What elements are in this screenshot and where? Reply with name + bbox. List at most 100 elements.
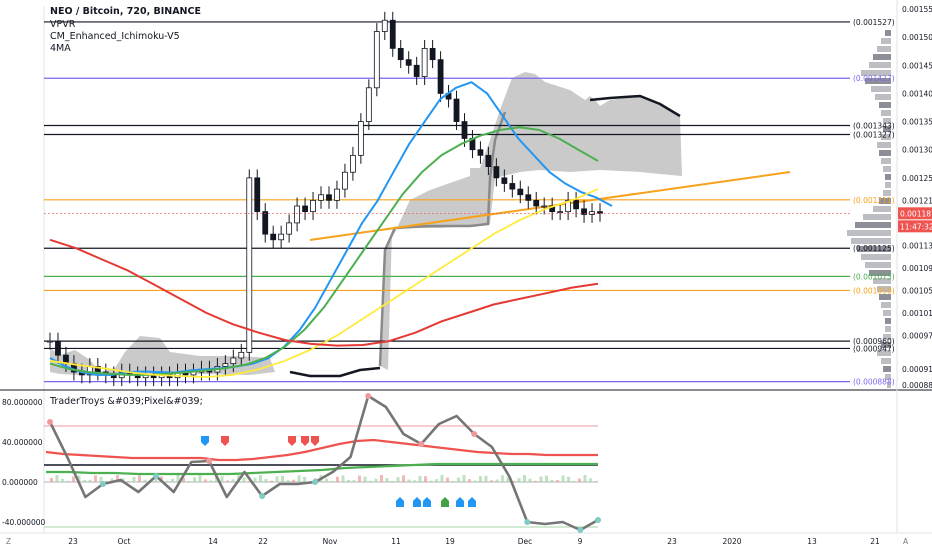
osc-signal-flag xyxy=(301,436,309,446)
osc-histogram-bar xyxy=(385,478,389,482)
osc-histogram-bar xyxy=(446,477,449,482)
osc-histogram-bar xyxy=(506,477,510,482)
candle-down xyxy=(453,98,460,122)
osc-histogram-bar xyxy=(440,475,444,482)
osc-histogram-bar xyxy=(259,475,262,482)
volume-profile-bar xyxy=(881,342,891,348)
volume-profile-bar xyxy=(881,158,891,164)
volume-profile-bar xyxy=(885,374,891,380)
candle-down xyxy=(302,205,308,213)
osc-histogram-bar xyxy=(83,480,86,482)
symbol-title: NEO / Bitcoin, 720, BINANCE xyxy=(50,6,201,17)
volume-profile-bar xyxy=(887,382,891,388)
volume-profile-bar xyxy=(857,246,891,252)
ichimoku-kijun-line xyxy=(378,111,507,367)
volume-profile-bar xyxy=(875,94,891,100)
time-axis-label: Nov xyxy=(323,537,338,546)
osc-histogram-bar xyxy=(418,475,422,482)
osc-histogram-bar xyxy=(490,480,493,482)
osc-tick-label: 0.000000 xyxy=(2,478,38,487)
candle-up xyxy=(342,171,348,190)
candle-down xyxy=(389,19,396,49)
osc-pixel-line xyxy=(48,394,599,532)
osc-histogram-bar xyxy=(143,479,147,482)
osc-histogram-bar xyxy=(193,477,196,482)
time-axis-label: 22 xyxy=(258,537,268,546)
osc-histogram-bar xyxy=(198,475,202,482)
osc-histogram-bar xyxy=(435,479,438,482)
osc-histogram-bar xyxy=(589,478,592,482)
osc-histogram-bar xyxy=(413,480,416,482)
osc-histogram-bar xyxy=(286,480,290,482)
ema-blue-line xyxy=(49,81,613,376)
candle-down xyxy=(517,188,524,196)
level-label: (0.001075) xyxy=(853,272,895,281)
osc-histogram-bar xyxy=(572,480,576,482)
osc-histogram-bar xyxy=(391,480,394,482)
price-tick-label: 0.000882 xyxy=(902,381,932,390)
ma-red-line xyxy=(49,238,599,347)
osc-histogram-bar xyxy=(407,479,411,482)
osc-histogram-bar xyxy=(171,478,174,482)
osc-signal-flag xyxy=(441,497,449,507)
osc-histogram-bar xyxy=(77,475,81,482)
price-tick-label: 0.001050 xyxy=(902,286,932,295)
osc-histogram-bar xyxy=(182,477,185,482)
level-label: (0.001050) xyxy=(853,286,895,295)
time-axis-label: 23 xyxy=(667,537,677,546)
osc-slow-line xyxy=(46,462,598,476)
osc-signal-flag xyxy=(413,497,421,507)
indicator-4ma-label[interactable]: 4MA xyxy=(50,43,71,54)
volume-profile-bar xyxy=(861,254,891,260)
osc-pixel-dot xyxy=(365,393,372,399)
volume-profile-bar xyxy=(881,110,891,116)
osc-histogram-bar xyxy=(501,475,504,482)
osc-histogram-bar xyxy=(473,480,477,482)
level-label: (0.000888) xyxy=(853,378,895,387)
time-axis-label: 9 xyxy=(578,537,583,546)
candle-up xyxy=(334,188,340,201)
osc-histogram-bar xyxy=(231,479,235,482)
osc-histogram-bar xyxy=(363,476,367,482)
candle-down xyxy=(477,149,484,156)
volume-profile-bar xyxy=(885,174,891,180)
osc-histogram-bar xyxy=(429,480,433,482)
indicator-vpvr-label[interactable]: VPVR xyxy=(50,19,76,30)
osc-histogram-bar xyxy=(226,480,229,482)
osc-tick-label: -40.000000 xyxy=(2,518,45,527)
osc-histogram-bar xyxy=(512,480,515,482)
candle-up xyxy=(278,233,285,241)
osc-histogram-bar xyxy=(523,475,526,482)
volume-profile-bar xyxy=(865,78,891,84)
candle-up xyxy=(365,87,372,122)
osc-histogram-bar xyxy=(204,479,207,482)
candle-down xyxy=(581,208,587,215)
candle-up xyxy=(421,48,428,77)
osc-signal-flag xyxy=(396,497,404,507)
volume-profile-bar xyxy=(881,134,891,140)
osc-histogram-bar xyxy=(253,477,257,482)
osc-signal-flag xyxy=(221,436,229,446)
osc-histogram-bar xyxy=(132,476,136,482)
osc-signal-flag xyxy=(423,497,431,507)
ma-yellow-line xyxy=(49,188,599,379)
volume-profile-bar xyxy=(881,38,891,44)
candle-up xyxy=(246,177,253,353)
osc-histogram-bar xyxy=(402,475,405,482)
oscillator-title[interactable]: TraderTroys &#039;Pixel&#039; xyxy=(50,396,203,407)
volume-profile-bar xyxy=(883,166,891,172)
osc-histogram-bar xyxy=(495,479,499,482)
candle-up xyxy=(381,19,388,32)
osc-histogram-bar xyxy=(457,477,460,482)
indicator-ichimoku-label[interactable]: CM_Enhanced_Ichimoku-V5 xyxy=(50,31,180,42)
candle-down xyxy=(397,48,404,61)
volume-profile-bar xyxy=(879,198,891,204)
osc-histogram-bar xyxy=(110,478,114,482)
candle-down xyxy=(525,194,532,201)
candle-up xyxy=(310,199,316,213)
